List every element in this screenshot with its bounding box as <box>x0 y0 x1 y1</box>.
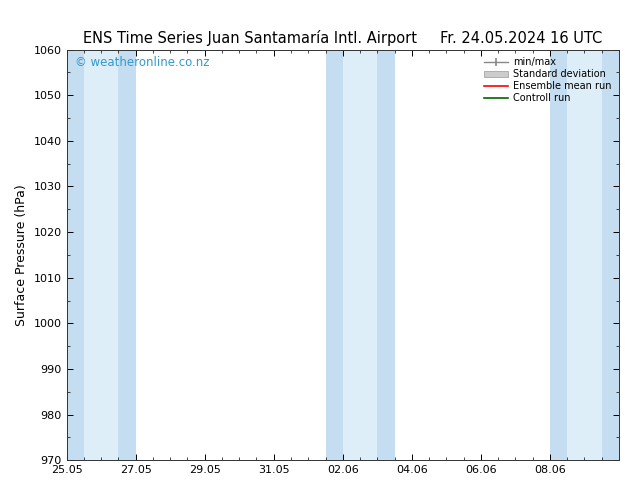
Bar <box>84 49 119 460</box>
Y-axis label: Surface Pressure (hPa): Surface Pressure (hPa) <box>15 184 28 326</box>
Bar <box>119 49 136 460</box>
Title: ENS Time Series Juan Santamaría Intl. Airport     Fr. 24.05.2024 16 UTC: ENS Time Series Juan Santamaría Intl. Ai… <box>83 30 602 46</box>
Text: © weatheronline.co.nz: © weatheronline.co.nz <box>75 56 209 69</box>
Bar <box>602 49 619 460</box>
Bar <box>377 49 394 460</box>
Bar <box>325 49 343 460</box>
Bar <box>567 49 602 460</box>
Legend: min/max, Standard deviation, Ensemble mean run, Controll run: min/max, Standard deviation, Ensemble me… <box>481 54 614 106</box>
Bar <box>550 49 567 460</box>
Bar <box>343 49 377 460</box>
Bar <box>67 49 84 460</box>
